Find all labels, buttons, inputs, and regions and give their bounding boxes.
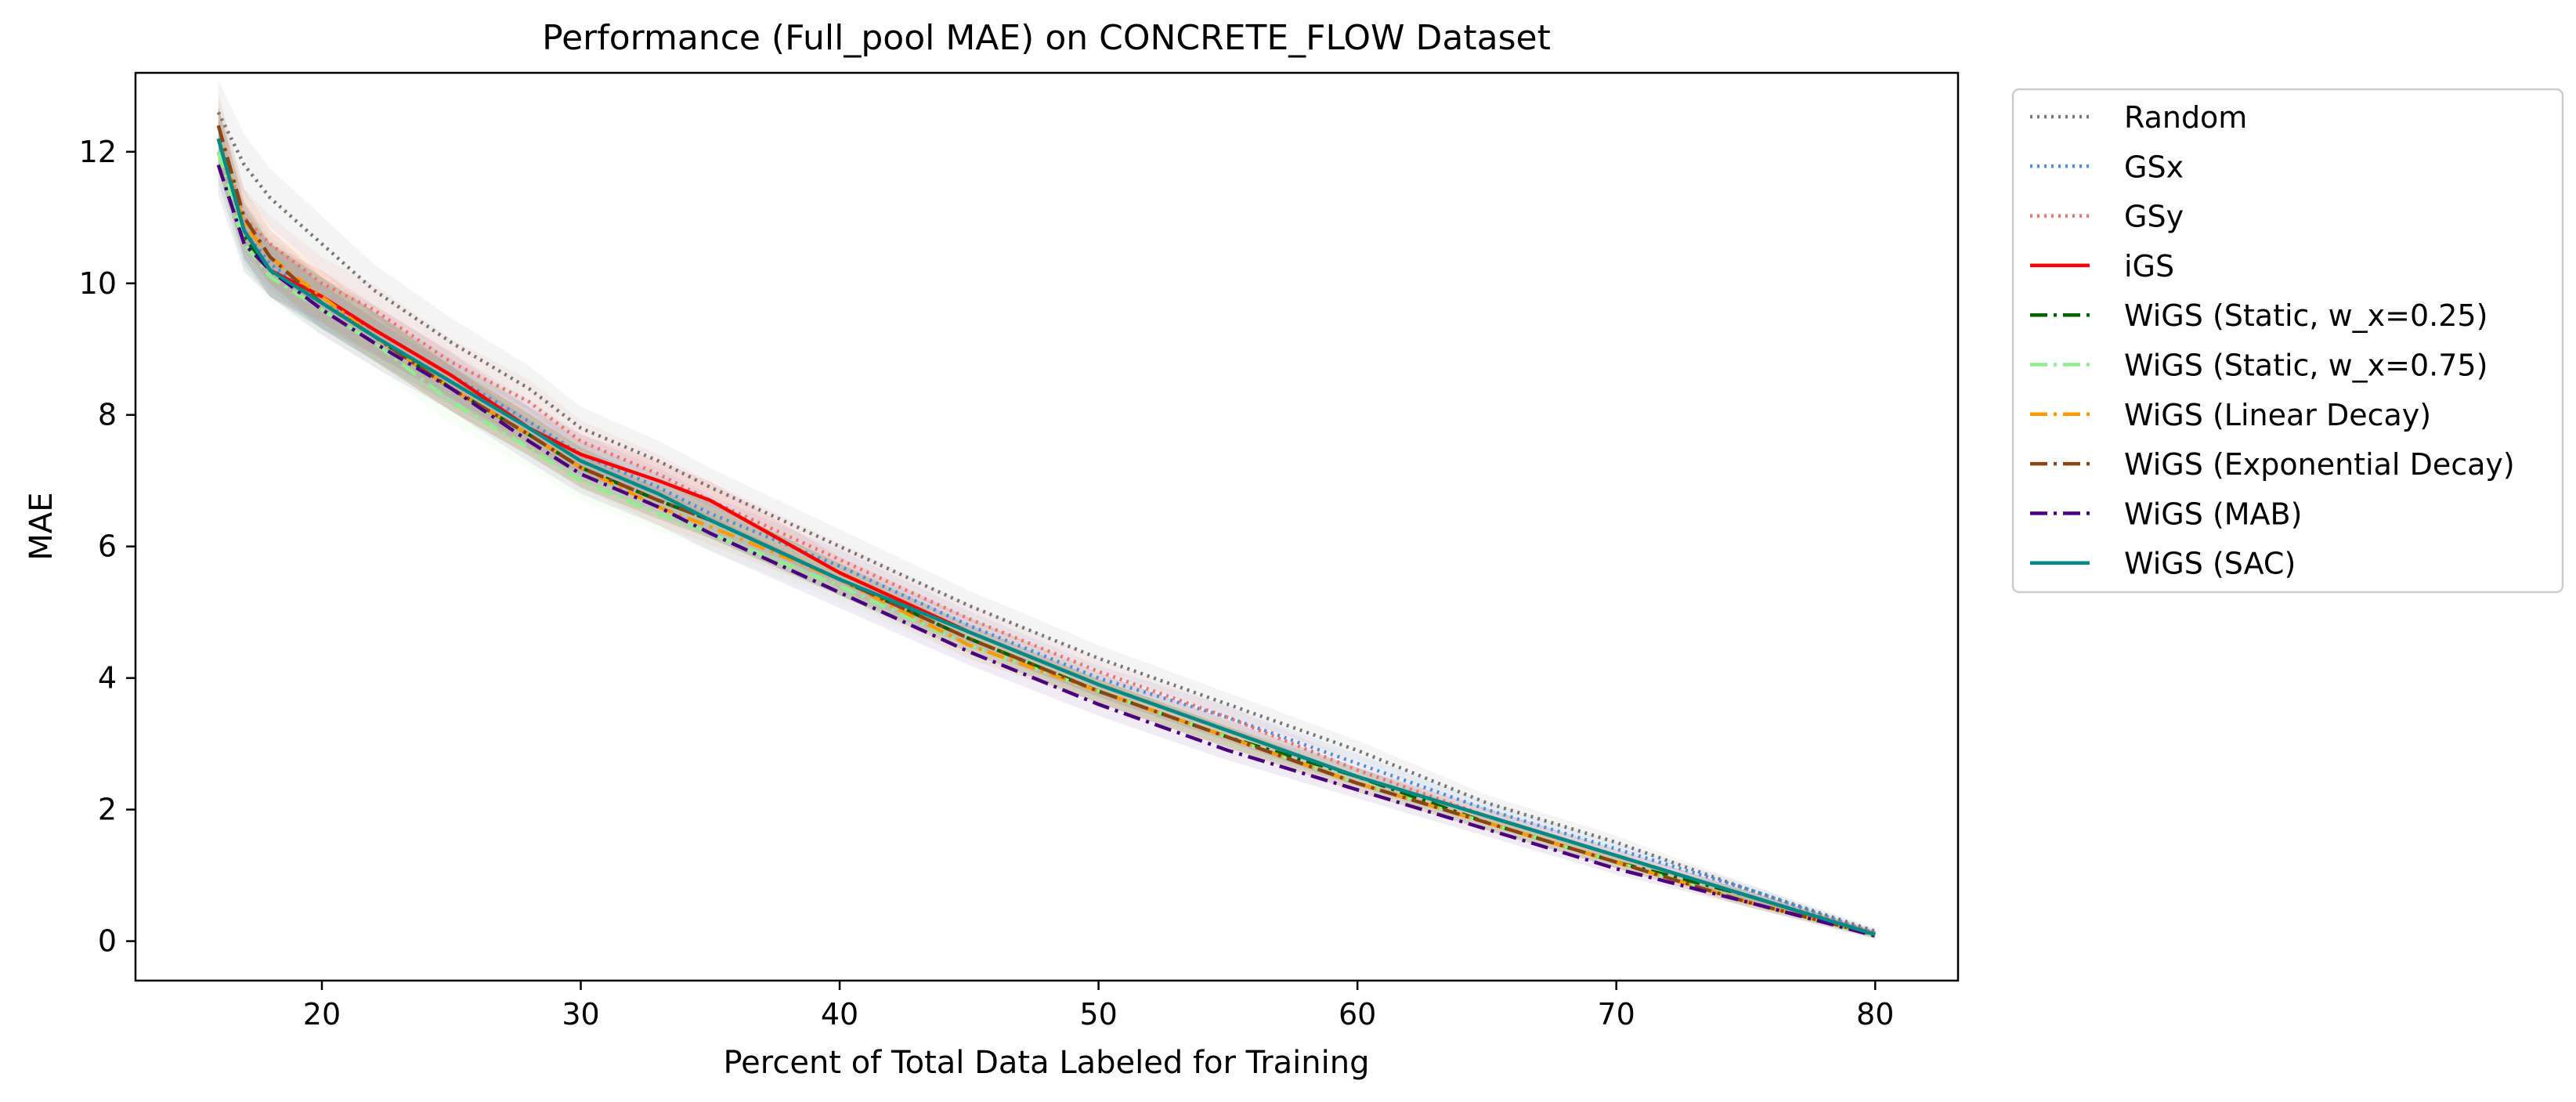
series-line-2 bbox=[216, 138, 1876, 935]
legend-label-6: WiGS (Linear Decay) bbox=[2124, 398, 2431, 432]
legend-label-4: WiGS (Static, w_x=0.25) bbox=[2124, 298, 2487, 333]
x-tick-label: 80 bbox=[1856, 997, 1894, 1032]
legend-label-0: Random bbox=[2124, 100, 2247, 135]
x-tick-label: 20 bbox=[303, 997, 341, 1032]
y-tick-label: 0 bbox=[98, 924, 117, 959]
x-tick-label: 30 bbox=[562, 997, 599, 1032]
x-tick-label: 50 bbox=[1079, 997, 1117, 1032]
legend-items: Random GSx GSy iGS WiGS (Static, w_x=0.25) Wi… bbox=[2030, 100, 2515, 581]
legend-label-1: GSx bbox=[2124, 150, 2184, 184]
y-tick-label: 6 bbox=[98, 529, 117, 564]
y-tick-label: 8 bbox=[98, 398, 117, 432]
legend-label-5: WiGS (Static, w_x=0.75) bbox=[2124, 349, 2487, 383]
legend-box bbox=[2011, 88, 2564, 594]
x-axis-ticks: 20 30 40 50 60 70 80 bbox=[303, 981, 1894, 1032]
y-axis-ticks: 0 2 4 6 8 10 12 bbox=[79, 135, 135, 959]
chart-title: Performance (Full_pool MAE) on CONCRETE_… bbox=[542, 18, 1551, 58]
series-line-0 bbox=[216, 111, 1876, 934]
y-tick-label: 4 bbox=[98, 661, 117, 696]
x-tick-label: 60 bbox=[1339, 997, 1376, 1032]
series-line-8 bbox=[216, 164, 1876, 938]
plot-area-frame bbox=[134, 71, 1960, 982]
legend-label-3: iGS bbox=[2124, 249, 2174, 284]
legend-label-7: WiGS (Exponential Decay) bbox=[2124, 447, 2515, 482]
series-line-9 bbox=[216, 138, 1876, 937]
x-tick-label: 70 bbox=[1598, 997, 1635, 1032]
legend-label-9: WiGS (SAC) bbox=[2124, 547, 2296, 581]
y-tick-label: 2 bbox=[98, 793, 117, 827]
y-axis-label: MAE bbox=[23, 492, 60, 560]
x-tick-label: 40 bbox=[821, 997, 858, 1032]
series-lines bbox=[216, 111, 1876, 938]
legend-label-2: GSy bbox=[2124, 200, 2184, 234]
legend: Random GSx GSy iGS WiGS (Static, w_x=0.25) Wi… bbox=[2011, 88, 2564, 594]
y-tick-label: 10 bbox=[79, 266, 117, 301]
legend-label-8: WiGS (MAB) bbox=[2124, 497, 2302, 531]
x-axis-label: Percent of Total Data Labeled for Traini… bbox=[723, 1045, 1369, 1081]
y-tick-label: 12 bbox=[79, 135, 117, 169]
